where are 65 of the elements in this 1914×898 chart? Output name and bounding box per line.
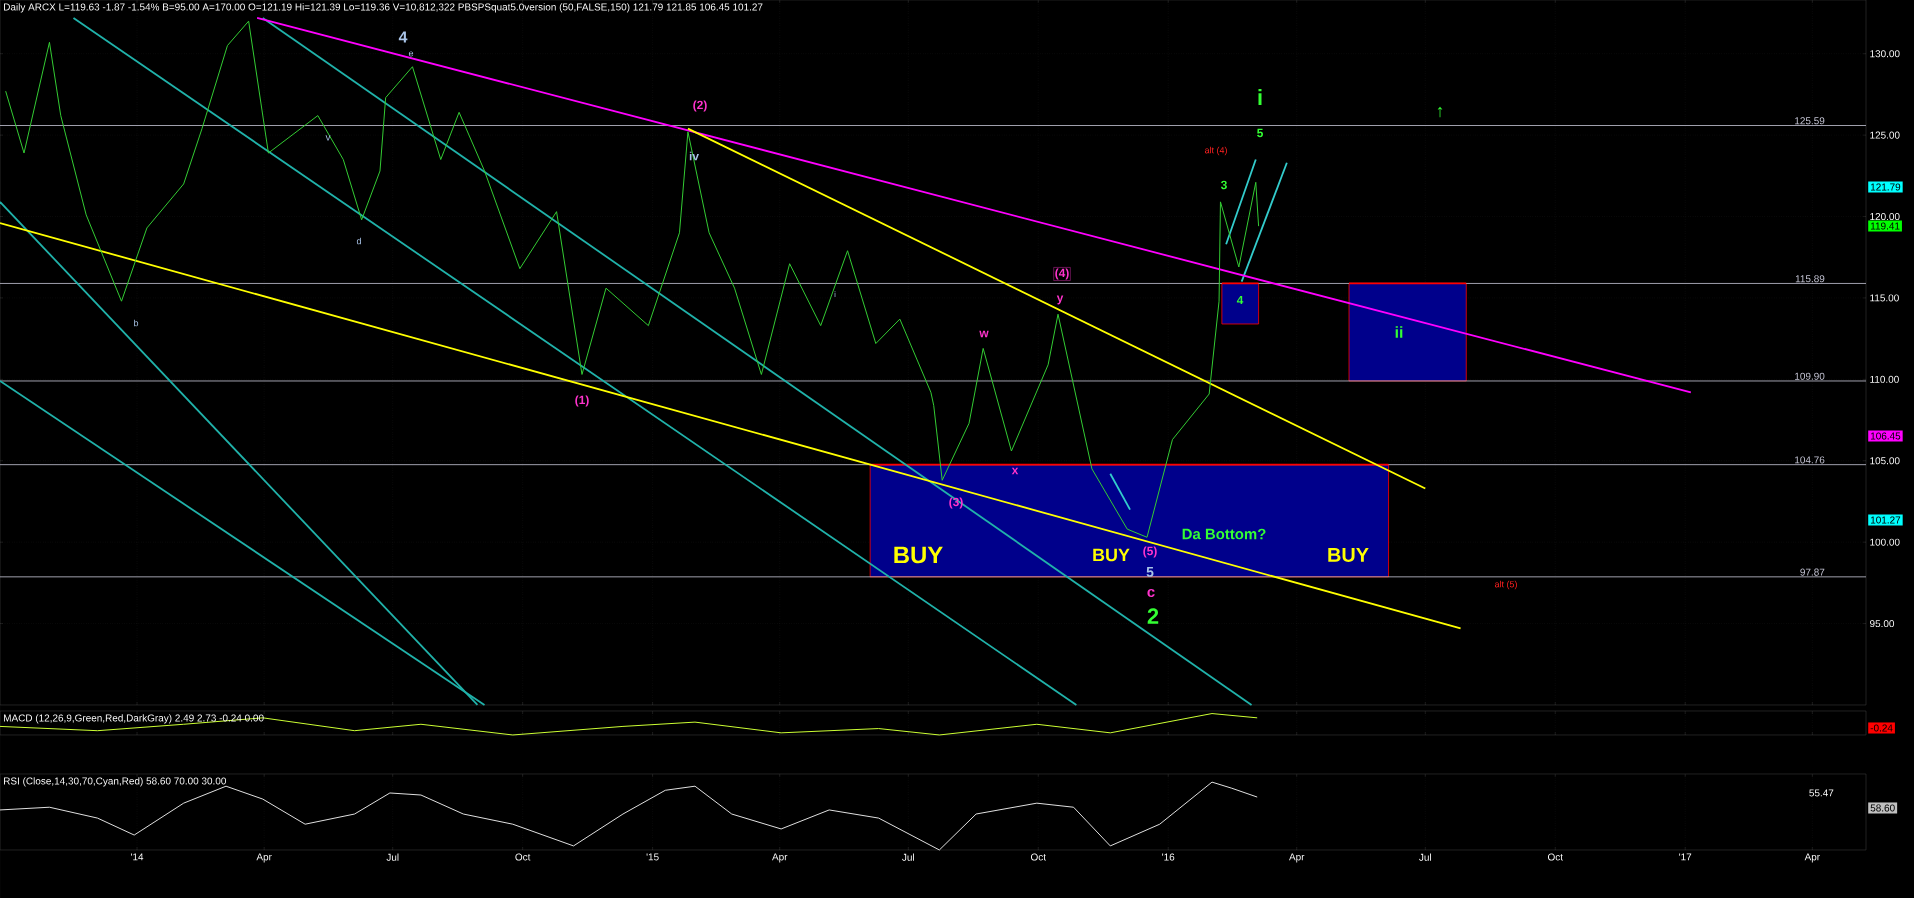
x-tick-label: '16 bbox=[1162, 853, 1175, 861]
ref-line-label: 109.90 bbox=[1795, 372, 1825, 380]
annotation: 5 bbox=[1146, 567, 1154, 577]
chart-title: RSI (Close,14,30,70,Cyan,Red) 58.60 70.00 30.00 bbox=[4, 777, 226, 787]
chart-title: Daily ARCX L=119.63 -1.87 -1.54% B=95.00 A=170.00 O=121.19 Hi=121.39 Lo=119.36 V=10,812,322 PBSPSquat5.0version (50,FALSE,150) 121.79 121.85 106.45 101.27 bbox=[4, 3, 763, 13]
y-tick-label: 110.00 bbox=[1870, 375, 1899, 383]
annotation: BUY bbox=[894, 546, 943, 564]
annotation: 5 bbox=[1257, 128, 1263, 138]
annotation: alt (4) bbox=[1204, 146, 1227, 156]
annotation: y bbox=[1056, 295, 1064, 305]
annotation: c bbox=[1147, 588, 1155, 598]
ref-line-label: 125.59 bbox=[1795, 117, 1825, 125]
annotation: iv bbox=[689, 151, 699, 161]
y-tick-label: 105.00 bbox=[1870, 457, 1900, 465]
x-tick-label: Jul bbox=[386, 853, 399, 861]
annotation: BUY bbox=[1328, 548, 1369, 562]
annotation: 4 bbox=[1236, 295, 1244, 305]
x-tick-label: Apr bbox=[1804, 853, 1820, 863]
text: 106.45 bbox=[1870, 432, 1901, 440]
annotation: (5) bbox=[1143, 546, 1157, 558]
annotation: v bbox=[325, 135, 331, 141]
text: -0.24 bbox=[1870, 724, 1893, 732]
annotation: 2 bbox=[1147, 608, 1159, 624]
y-tick-label: 95.00 bbox=[1869, 620, 1895, 628]
text: 121.79 bbox=[1870, 183, 1901, 191]
annotation: 55.47 bbox=[1809, 789, 1834, 797]
text: 119.41 bbox=[1870, 222, 1900, 230]
x-tick-label: '17 bbox=[1679, 853, 1692, 861]
x-tick-label: Oct bbox=[1030, 853, 1046, 861]
annotation: ii bbox=[1395, 326, 1403, 338]
annotation: Da Bottom? bbox=[1182, 528, 1266, 540]
annotation: (1) bbox=[575, 395, 589, 407]
y-tick-label: 115.00 bbox=[1870, 294, 1899, 302]
annotation: x bbox=[1011, 467, 1019, 475]
annotation: e bbox=[408, 51, 414, 57]
x-tick-label: Jul bbox=[902, 853, 914, 861]
x-tick-label: Apr bbox=[1289, 853, 1305, 863]
x-tick-label: Jul bbox=[1419, 853, 1431, 861]
x-tick-label: '15 bbox=[646, 853, 659, 861]
x-tick-label: Oct bbox=[515, 853, 531, 861]
ref-line-label: 115.89 bbox=[1795, 275, 1825, 283]
text: 58.60 bbox=[1870, 804, 1895, 812]
y-tick-label: 100.00 bbox=[1870, 538, 1900, 546]
annotation: i bbox=[1258, 89, 1262, 105]
y-tick-label: 125.00 bbox=[1870, 131, 1900, 139]
annotation: 4 bbox=[398, 31, 408, 43]
annotation: b bbox=[134, 319, 139, 327]
annotation: ↑ bbox=[1437, 106, 1443, 118]
annotation: BUY bbox=[1093, 548, 1130, 562]
x-tick-label: Oct bbox=[1547, 853, 1563, 861]
y-tick-label: 130.00 bbox=[1870, 50, 1900, 58]
annotation: w bbox=[979, 330, 989, 338]
x-tick-label: Apr bbox=[772, 853, 788, 863]
annotation: alt (5) bbox=[1494, 580, 1517, 590]
annotation: d bbox=[356, 237, 361, 245]
x-tick-label: Apr bbox=[256, 853, 272, 863]
annotation: 3 bbox=[1220, 180, 1227, 190]
annotation: (3) bbox=[949, 497, 963, 509]
x-tick-label: '14 bbox=[131, 853, 144, 861]
annotation: (4) bbox=[1055, 268, 1069, 280]
annotation: (2) bbox=[693, 100, 707, 112]
text: 101.27 bbox=[1870, 516, 1901, 524]
ref-line-label: 104.76 bbox=[1795, 456, 1825, 464]
y-tick-label: 120.00 bbox=[1870, 213, 1900, 221]
ref-line-label: 97.87 bbox=[1800, 568, 1825, 576]
